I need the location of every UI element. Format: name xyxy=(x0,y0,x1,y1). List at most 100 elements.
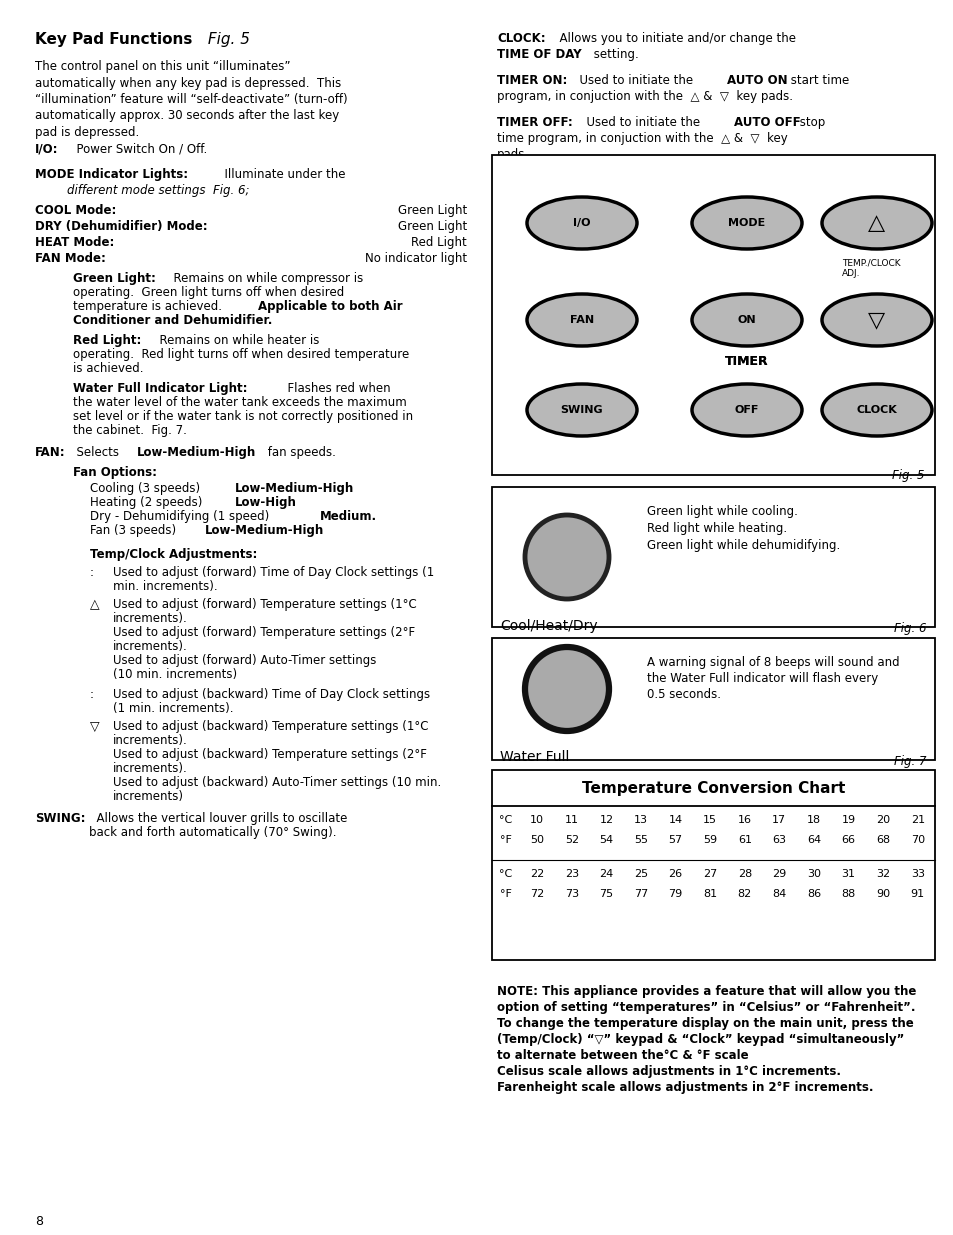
Text: 23: 23 xyxy=(564,869,578,879)
Text: increments): increments) xyxy=(112,790,184,803)
Text: TIME OF DAY: TIME OF DAY xyxy=(497,48,581,61)
Text: 57: 57 xyxy=(668,835,682,845)
Text: Fig. 5: Fig. 5 xyxy=(203,32,250,47)
Text: Allows you to initiate and/or change the: Allows you to initiate and/or change the xyxy=(552,32,795,44)
Text: 30: 30 xyxy=(806,869,821,879)
Text: Green light while cooling.: Green light while cooling. xyxy=(646,505,797,517)
Text: Applicable to both Air: Applicable to both Air xyxy=(257,300,402,312)
Bar xyxy=(492,487,934,627)
Text: temperature is achieved.: temperature is achieved. xyxy=(73,300,230,312)
Ellipse shape xyxy=(691,294,801,346)
Text: CLOCK: CLOCK xyxy=(856,405,897,415)
Ellipse shape xyxy=(821,384,931,436)
Text: Used to adjust (backward) Temperature settings (1°C: Used to adjust (backward) Temperature se… xyxy=(112,720,428,734)
Text: 0.5 seconds.: 0.5 seconds. xyxy=(646,688,720,701)
Text: To change the temperature display on the main unit, press the: To change the temperature display on the… xyxy=(497,1016,913,1030)
Text: program, in conjuction with the  △ &  ▽  key pads.: program, in conjuction with the △ & ▽ ke… xyxy=(497,90,792,103)
Text: Used to adjust (backward) Temperature settings (2°F: Used to adjust (backward) Temperature se… xyxy=(112,748,426,761)
Text: 16: 16 xyxy=(737,815,751,825)
Text: 28: 28 xyxy=(737,869,751,879)
Bar xyxy=(492,638,934,760)
Text: 79: 79 xyxy=(668,889,682,899)
Text: Fig. 7: Fig. 7 xyxy=(894,755,926,768)
Text: Used to adjust (backward) Auto-Timer settings (10 min.: Used to adjust (backward) Auto-Timer set… xyxy=(112,776,441,789)
Text: different mode settings  Fig. 6;: different mode settings Fig. 6; xyxy=(67,184,250,198)
Text: 14: 14 xyxy=(668,815,682,825)
Bar xyxy=(492,769,934,960)
Text: Green Light:: Green Light: xyxy=(73,272,155,285)
Text: 86: 86 xyxy=(806,889,821,899)
Text: 66: 66 xyxy=(841,835,855,845)
Bar xyxy=(492,156,934,475)
Ellipse shape xyxy=(691,198,801,249)
Text: 91: 91 xyxy=(910,889,923,899)
Text: set level or if the water tank is not correctly positioned in: set level or if the water tank is not co… xyxy=(73,410,413,424)
Text: 54: 54 xyxy=(598,835,613,845)
Text: stop: stop xyxy=(795,116,824,128)
Text: operating.  Red light turns off when desired temperature: operating. Red light turns off when desi… xyxy=(73,348,409,361)
Text: TIMER OFF:: TIMER OFF: xyxy=(497,116,572,128)
Text: 52: 52 xyxy=(564,835,578,845)
Text: Low-Medium-High: Low-Medium-High xyxy=(137,446,256,459)
Text: time program, in conjuction with the  △ &  ▽  key: time program, in conjuction with the △ &… xyxy=(497,132,787,144)
Text: ▽: ▽ xyxy=(90,720,99,734)
Text: 18: 18 xyxy=(806,815,821,825)
Text: TIMER ON:: TIMER ON: xyxy=(497,74,567,86)
Text: 10: 10 xyxy=(530,815,544,825)
Text: increments).: increments). xyxy=(112,734,188,747)
Text: Green Light: Green Light xyxy=(397,220,467,233)
Text: 15: 15 xyxy=(702,815,717,825)
Text: (10 min. increments): (10 min. increments) xyxy=(112,668,237,680)
Text: Medium.: Medium. xyxy=(319,510,376,522)
Text: fan speeds.: fan speeds. xyxy=(264,446,335,459)
Text: Flashes red when: Flashes red when xyxy=(280,382,390,395)
Text: °C: °C xyxy=(498,815,512,825)
Text: Used to adjust (backward) Time of Day Clock settings: Used to adjust (backward) Time of Day Cl… xyxy=(112,688,430,701)
Text: MODE Indicator Lights:: MODE Indicator Lights: xyxy=(35,168,188,182)
Text: Celisus scale allows adjustments in 1°C increments.: Celisus scale allows adjustments in 1°C … xyxy=(497,1065,841,1078)
Text: :: : xyxy=(90,688,94,701)
Text: Used to initiate the: Used to initiate the xyxy=(578,116,703,128)
Text: AUTO OFF: AUTO OFF xyxy=(733,116,800,128)
Text: Dry - Dehumidifying (1 speed): Dry - Dehumidifying (1 speed) xyxy=(90,510,273,522)
Text: No indicator light: No indicator light xyxy=(364,252,467,266)
Text: 11: 11 xyxy=(564,815,578,825)
Text: Red Light: Red Light xyxy=(411,236,467,249)
Text: is achieved.: is achieved. xyxy=(73,362,143,375)
Ellipse shape xyxy=(821,198,931,249)
Text: pads.: pads. xyxy=(497,148,529,161)
Ellipse shape xyxy=(526,384,637,436)
Text: I/O:: I/O: xyxy=(35,142,58,156)
Text: 70: 70 xyxy=(910,835,923,845)
Text: △: △ xyxy=(867,212,884,233)
Ellipse shape xyxy=(526,294,637,346)
Text: 22: 22 xyxy=(530,869,544,879)
Text: 84: 84 xyxy=(771,889,785,899)
Text: (Temp/Clock) “▽” keypad & “Clock” keypad “simultaneously”: (Temp/Clock) “▽” keypad & “Clock” keypad… xyxy=(497,1032,903,1046)
Text: 64: 64 xyxy=(806,835,821,845)
Text: 8: 8 xyxy=(35,1215,43,1228)
Text: ON: ON xyxy=(737,315,756,325)
Text: increments).: increments). xyxy=(112,613,188,625)
Text: 75: 75 xyxy=(598,889,613,899)
Text: Fan (3 speeds): Fan (3 speeds) xyxy=(90,524,180,537)
Text: NOTE: This appliance provides a feature that will allow you the: NOTE: This appliance provides a feature … xyxy=(497,986,916,998)
Text: Conditioner and Dehumidifier.: Conditioner and Dehumidifier. xyxy=(73,314,273,327)
Text: Red light while heating.: Red light while heating. xyxy=(646,522,786,535)
Text: Low-Medium-High: Low-Medium-High xyxy=(205,524,324,537)
Text: Red Light:: Red Light: xyxy=(73,333,141,347)
Circle shape xyxy=(524,515,608,599)
Text: Temp/Clock Adjustments:: Temp/Clock Adjustments: xyxy=(90,548,257,561)
Text: Fig. 6: Fig. 6 xyxy=(894,622,926,635)
Text: A warning signal of 8 beeps will sound and: A warning signal of 8 beeps will sound a… xyxy=(646,656,899,669)
Text: 20: 20 xyxy=(875,815,889,825)
Text: Green Light: Green Light xyxy=(397,204,467,217)
Text: 50: 50 xyxy=(530,835,544,845)
Text: 31: 31 xyxy=(841,869,855,879)
Ellipse shape xyxy=(821,294,931,346)
Text: Used to adjust (forward) Time of Day Clock settings (1: Used to adjust (forward) Time of Day Clo… xyxy=(112,566,434,579)
Text: to alternate between the°C & °F scale: to alternate between the°C & °F scale xyxy=(497,1049,748,1062)
Text: :: : xyxy=(90,566,94,579)
Text: the Water Full indicator will flash every: the Water Full indicator will flash ever… xyxy=(646,672,878,685)
Text: The control panel on this unit “illuminates”
automatically when any key pad is d: The control panel on this unit “illumina… xyxy=(35,61,347,140)
